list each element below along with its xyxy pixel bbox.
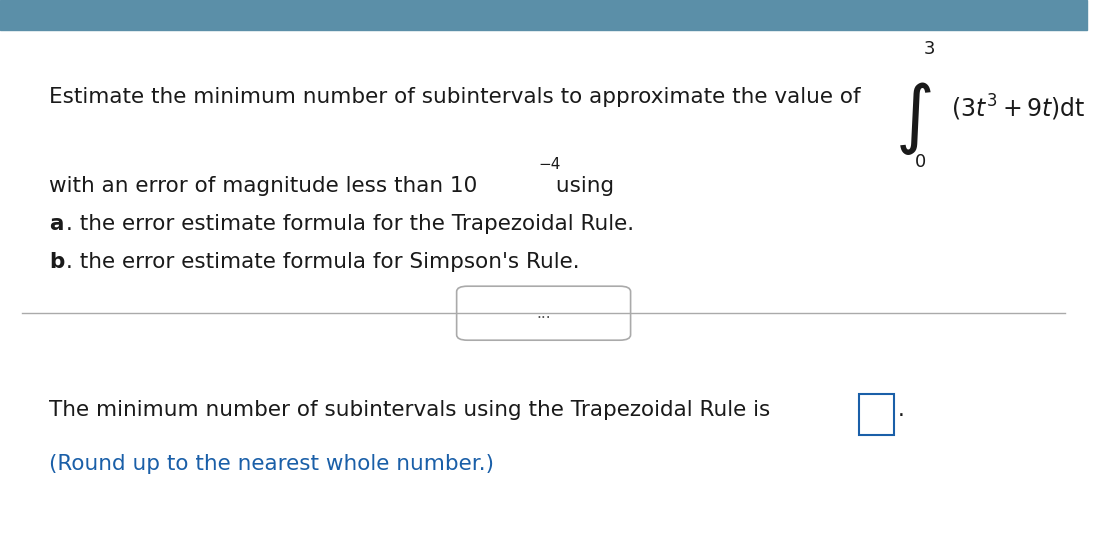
Bar xyxy=(0,0,1087,30)
FancyBboxPatch shape xyxy=(457,286,631,340)
Text: . the error estimate formula for the Trapezoidal Rule.: . the error estimate formula for the Tra… xyxy=(67,214,635,234)
Text: .: . xyxy=(898,400,905,421)
Text: $\int$: $\int$ xyxy=(895,80,931,157)
FancyBboxPatch shape xyxy=(859,394,893,435)
Text: 0: 0 xyxy=(916,153,927,171)
Text: −4: −4 xyxy=(538,157,560,172)
Text: using: using xyxy=(549,176,614,197)
Text: $\left(3t^3 + 9t\right)$dt: $\left(3t^3 + 9t\right)$dt xyxy=(951,93,1086,123)
Text: 3: 3 xyxy=(924,39,936,58)
Text: ...: ... xyxy=(536,306,551,321)
Text: . the error estimate formula for Simpson's Rule.: . the error estimate formula for Simpson… xyxy=(67,252,580,272)
Text: with an error of magnitude less than 10: with an error of magnitude less than 10 xyxy=(49,176,477,197)
Text: a: a xyxy=(49,214,63,234)
Text: Estimate the minimum number of subintervals to approximate the value of: Estimate the minimum number of subinterv… xyxy=(49,87,860,107)
Text: The minimum number of subintervals using the Trapezoidal Rule is: The minimum number of subintervals using… xyxy=(49,400,770,421)
Text: (Round up to the nearest whole number.): (Round up to the nearest whole number.) xyxy=(49,454,494,475)
Text: b: b xyxy=(49,252,65,272)
